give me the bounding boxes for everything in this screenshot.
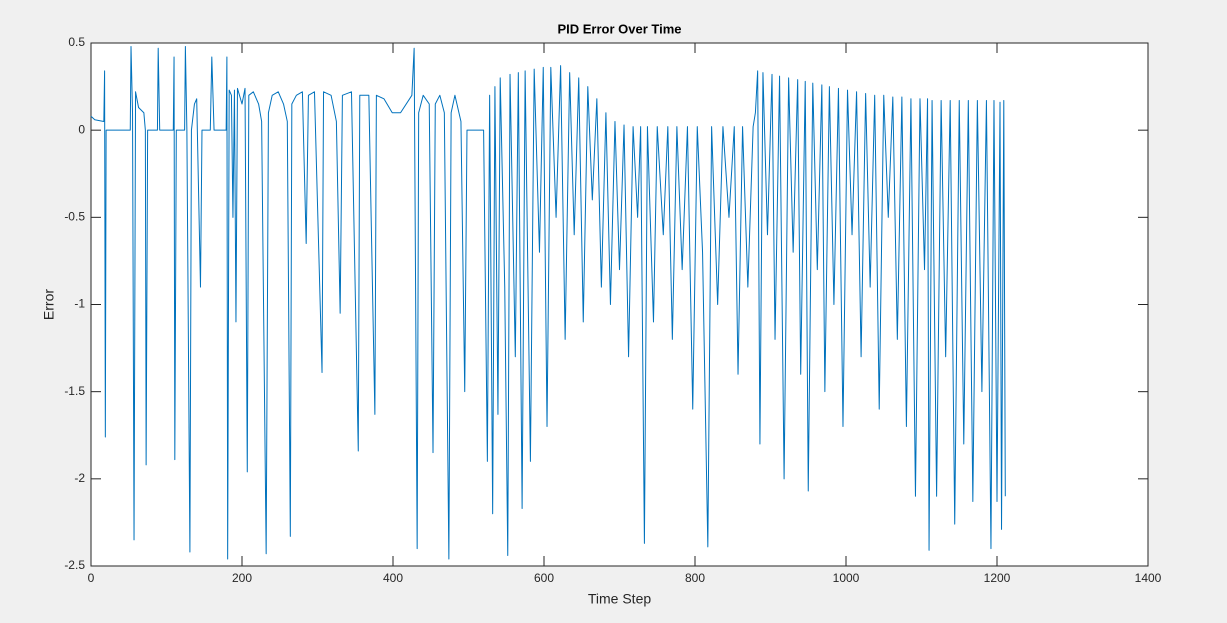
y-tick-label: 0 <box>78 122 85 136</box>
x-tick-label: 1400 <box>1135 571 1162 585</box>
x-axis-label: Time Step <box>588 591 651 607</box>
axes-box <box>90 42 1149 567</box>
y-tick-label: -1 <box>74 297 85 311</box>
y-tick-label: -0.5 <box>64 210 85 224</box>
x-tick-label: 200 <box>232 571 252 585</box>
x-tick-label: 1200 <box>984 571 1011 585</box>
x-tick-label: 600 <box>534 571 554 585</box>
x-tick-label: 400 <box>383 571 403 585</box>
y-tick-label: -2 <box>74 471 85 485</box>
x-tick-label: 1000 <box>833 571 860 585</box>
y-axis-label: Error <box>41 289 57 320</box>
chart-title: PID Error Over Time <box>557 21 681 36</box>
y-tick-label: -1.5 <box>64 384 85 398</box>
x-tick-label: 0 <box>88 571 95 585</box>
x-tick-label: 800 <box>685 571 705 585</box>
y-tick-label: -2.5 <box>64 558 85 572</box>
y-tick-label: 0.5 <box>68 35 85 49</box>
error-line <box>90 45 1006 560</box>
